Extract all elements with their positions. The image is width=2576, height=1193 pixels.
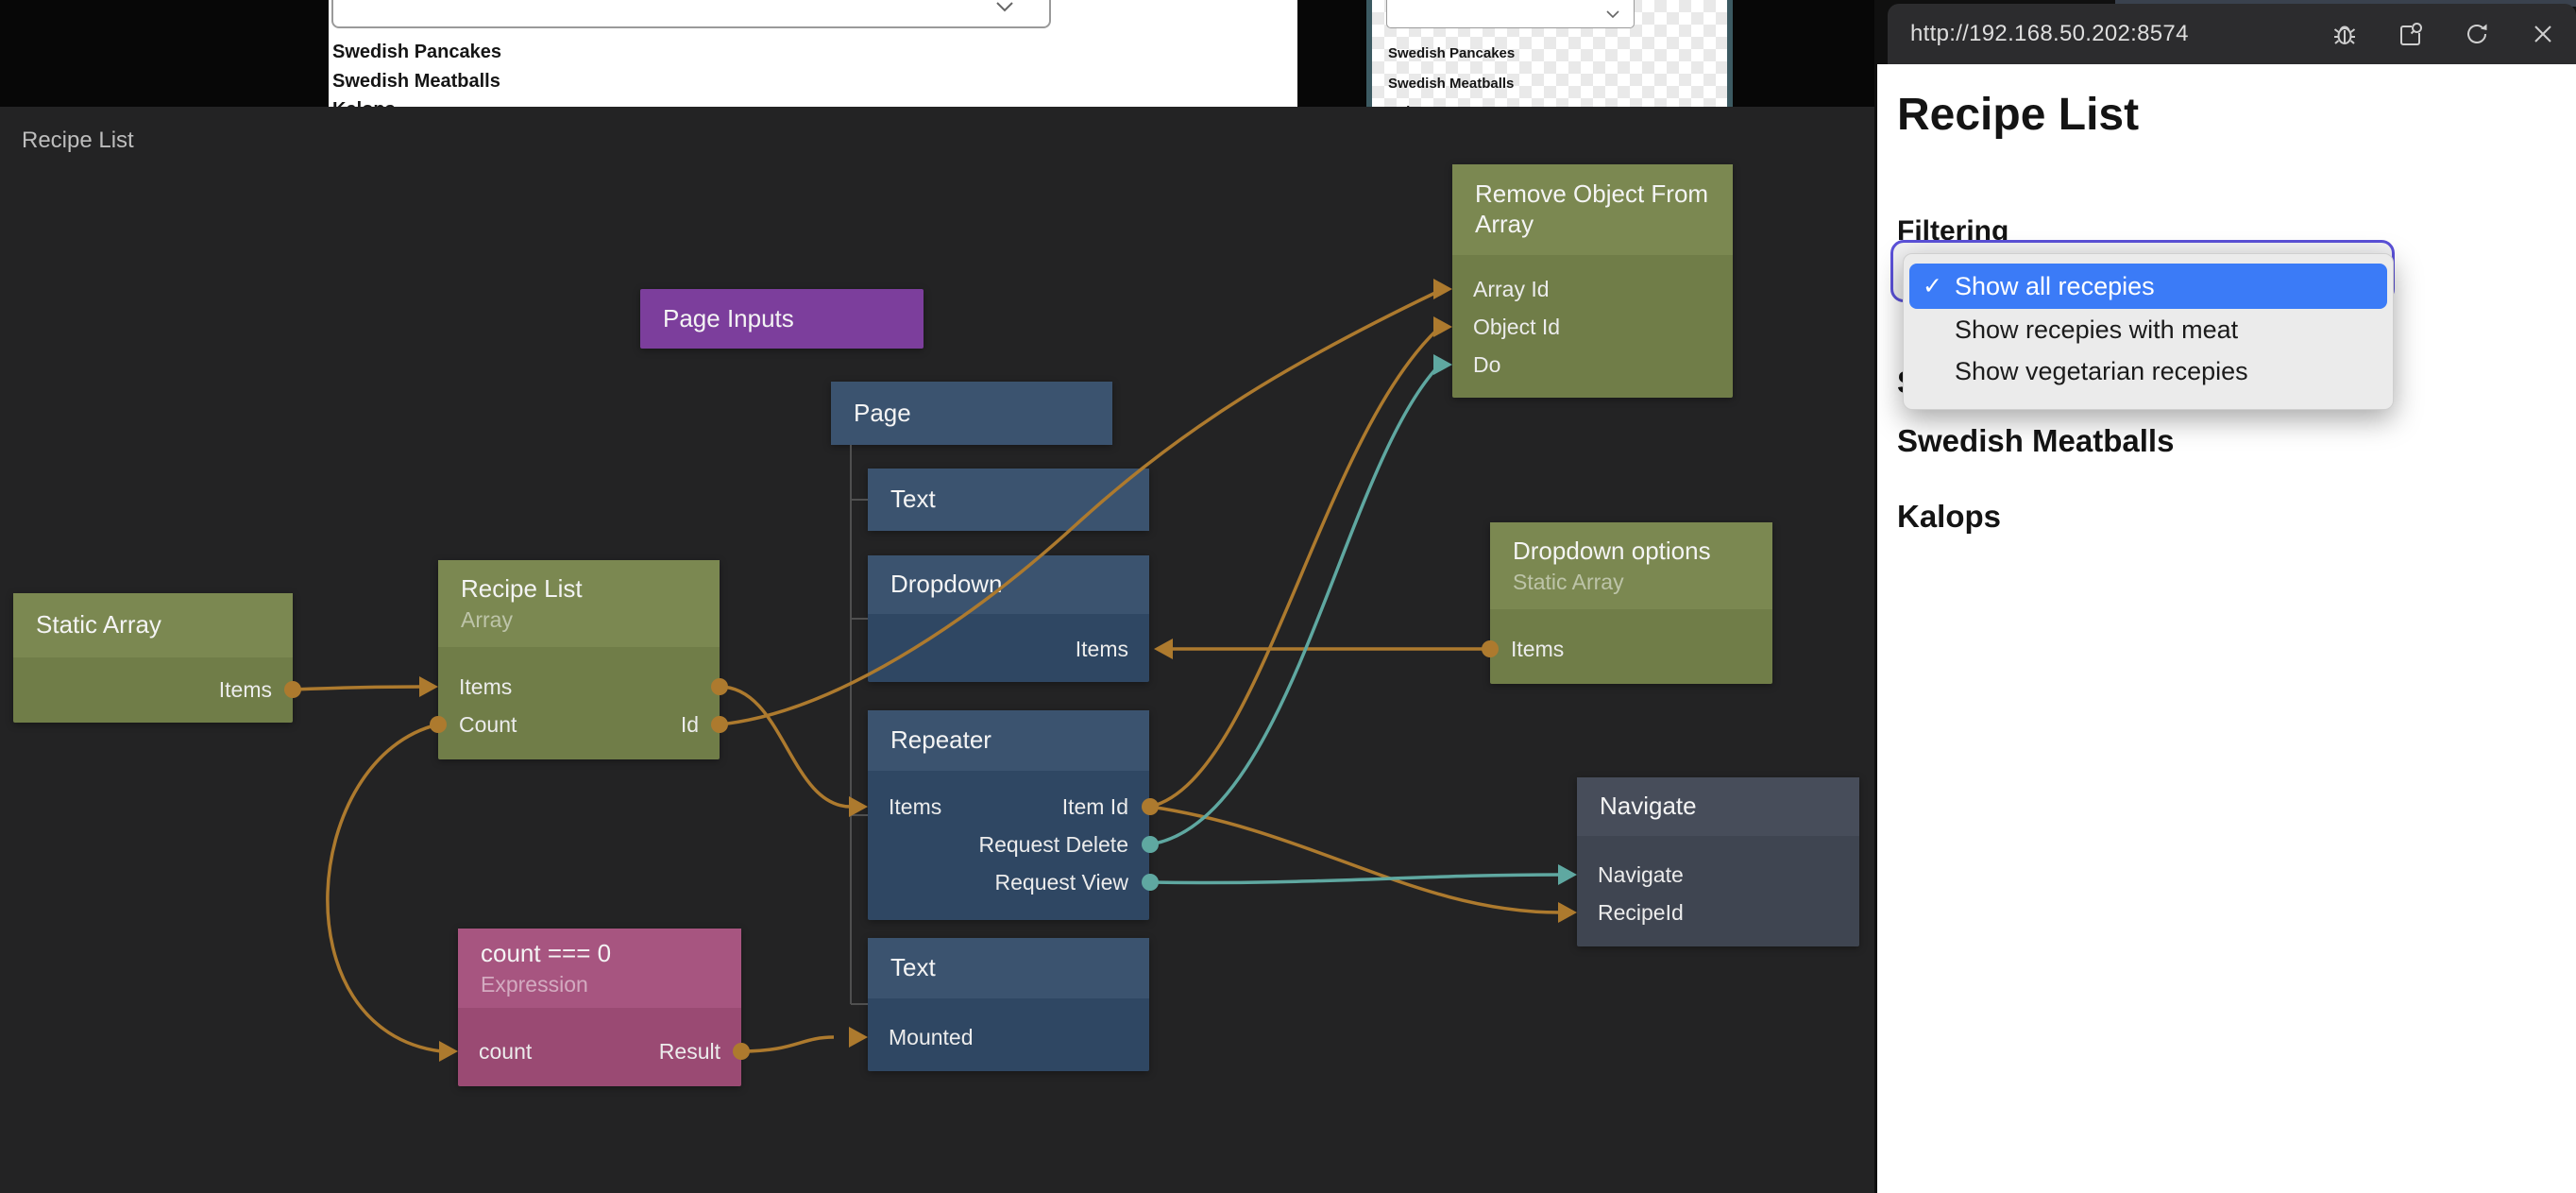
port-label: Mounted — [889, 1024, 974, 1049]
close-icon[interactable] — [2529, 20, 2557, 48]
port-row[interactable]: Count Id — [438, 710, 720, 739]
port-items[interactable]: Items — [438, 673, 720, 701]
port-array-id[interactable]: Array Id — [1452, 275, 1733, 303]
node-title: Text — [890, 485, 936, 514]
port-navigate[interactable]: Navigate — [1577, 861, 1859, 889]
node-text-top[interactable]: Text — [868, 469, 1149, 531]
node-repeater[interactable]: Repeater Items Item Id Request Delete Re… — [868, 710, 1149, 920]
port-label: Items — [218, 676, 272, 702]
browser-toolbar: http://192.168.50.202:8574 — [1888, 4, 2576, 64]
port-count-label: Count — [459, 711, 517, 737]
node-remove-object-from-array[interactable]: Remove Object From Array Array Id Object… — [1452, 164, 1733, 398]
node-text-bottom[interactable]: Text Mounted — [868, 938, 1149, 1071]
preview-browser-panel: http://192.168.50.202:8574 — [1874, 0, 2576, 1193]
open-inspect-window-icon[interactable] — [2397, 20, 2425, 48]
checkmark-icon: ✓ — [1923, 273, 1942, 299]
recipe-filter-select[interactable] — [1386, 0, 1635, 28]
port-label: Navigate — [1598, 861, 1684, 887]
node-dropdown[interactable]: Dropdown Items — [868, 555, 1149, 682]
preview-pane-right: Swedish Pancakes Swedish Meatballs Kalop… — [1366, 0, 1733, 107]
refresh-icon[interactable] — [2463, 20, 2491, 48]
port-items[interactable]: Items — [13, 675, 293, 704]
port-do[interactable]: Do — [1452, 350, 1733, 379]
node-dropdown-options[interactable]: Dropdown options Static Array Items — [1490, 522, 1772, 684]
port-items[interactable]: Items — [868, 635, 1149, 663]
canvas-component-label: Recipe List — [22, 128, 134, 153]
port-label: Object Id — [1473, 314, 1561, 339]
recipe-heading: Kalops — [1897, 499, 2002, 534]
node-subtitle: Static Array — [1513, 569, 1624, 594]
recipe-heading: Swedish Pancakes — [332, 42, 501, 62]
port-object-id[interactable]: Object Id — [1452, 313, 1733, 341]
chevron-down-icon — [994, 0, 1015, 18]
recipe-heading: Swedish Meatballs — [332, 71, 500, 92]
port-items-label: Items — [889, 793, 942, 819]
chevron-down-icon — [1605, 7, 1620, 24]
node-title: Page Inputs — [663, 303, 794, 332]
node-title: count === 0 — [481, 939, 612, 968]
dropdown-option-selected[interactable]: ✓ Show all recepies — [1909, 264, 2387, 309]
node-page[interactable]: Page — [831, 382, 1112, 445]
port-request-view[interactable]: Request View — [868, 868, 1149, 896]
browser-toolbar-icons — [2330, 20, 2557, 48]
port-label: Items — [459, 673, 513, 699]
port-label: Request View — [994, 869, 1129, 895]
recipe-heading: Swedish Meatballs — [1897, 423, 2175, 458]
port-request-delete[interactable]: Request Delete — [868, 830, 1149, 859]
preview-pane-left: Swedish Pancakes Swedish Meatballs Kalop… — [329, 0, 1297, 107]
browser-page-content: Recipe List Filtering Swedish Pancakes S… — [1877, 64, 2576, 1193]
node-title: Static Array — [36, 610, 161, 639]
page-title: Recipe List — [1897, 90, 2140, 140]
dropdown-option[interactable]: Show vegetarian recepies — [1909, 350, 2387, 392]
node-title: Dropdown options — [1513, 537, 1711, 566]
port-mounted[interactable]: Mounted — [868, 1023, 1149, 1051]
node-title: Remove Object From Array — [1475, 179, 1709, 238]
port-label: Items — [1511, 636, 1565, 661]
port-row[interactable]: count Result — [458, 1037, 741, 1065]
node-subtitle: Expression — [481, 971, 588, 997]
debug-bug-icon[interactable] — [2330, 20, 2359, 48]
port-recipe-id[interactable]: RecipeId — [1577, 898, 1859, 927]
node-title: Navigate — [1600, 792, 1697, 821]
recipe-heading: Swedish Meatballs — [1388, 76, 1515, 92]
recipe-heading: Kalops — [332, 99, 396, 107]
port-item-id-label: Item Id — [1061, 793, 1128, 819]
node-title: Dropdown — [890, 570, 1003, 599]
dropdown-option-label: Show recepies with meat — [1955, 315, 2239, 344]
node-subtitle: Array — [461, 606, 513, 632]
recipe-heading: Swedish Pancakes — [1388, 45, 1516, 61]
dropdown-option-label: Show vegetarian recepies — [1955, 356, 2248, 385]
node-title: Repeater — [890, 725, 991, 755]
recipe-filter-select[interactable] — [331, 0, 1051, 28]
top-preview-strip: Swedish Pancakes Swedish Meatballs Kalop… — [0, 0, 1874, 107]
url-address-text: http://192.168.50.202:8574 — [1910, 21, 2189, 46]
node-title: Page — [854, 398, 911, 427]
port-items[interactable]: Items — [1490, 635, 1772, 663]
node-editor-canvas[interactable]: Recipe List Page Inputs Page Text Dropdo… — [0, 107, 1874, 1193]
port-count-label: count — [479, 1038, 533, 1064]
port-result-label: Result — [658, 1038, 720, 1064]
node-expression-count[interactable]: count === 0 Expression count Result — [458, 929, 741, 1086]
node-recipe-list-array[interactable]: Recipe List Array Items Count Id — [438, 560, 720, 759]
filter-dropdown-menu: ✓ Show all recepies Show recepies with m… — [1903, 253, 2394, 410]
port-label: Request Delete — [978, 831, 1128, 857]
node-navigate[interactable]: Navigate Navigate RecipeId — [1577, 777, 1859, 946]
port-row[interactable]: Items Item Id — [868, 792, 1149, 821]
port-label: Do — [1473, 351, 1501, 377]
port-id-label: Id — [680, 711, 699, 737]
dropdown-option[interactable]: Show recepies with meat — [1909, 309, 2387, 350]
node-static-array[interactable]: Static Array Items — [13, 593, 293, 723]
node-title: Recipe List — [461, 574, 583, 604]
port-label: Array Id — [1473, 276, 1550, 301]
port-label: Items — [1075, 636, 1128, 661]
node-page-inputs[interactable]: Page Inputs — [640, 289, 924, 349]
node-title: Text — [890, 953, 936, 982]
hierarchy-tree-lines — [850, 445, 868, 1005]
dropdown-option-label: Show all recepies — [1955, 271, 2155, 300]
window-background-strip — [2115, 0, 2576, 7]
recipe-heading: Kalops — [1388, 104, 1435, 107]
port-label: RecipeId — [1598, 899, 1684, 925]
